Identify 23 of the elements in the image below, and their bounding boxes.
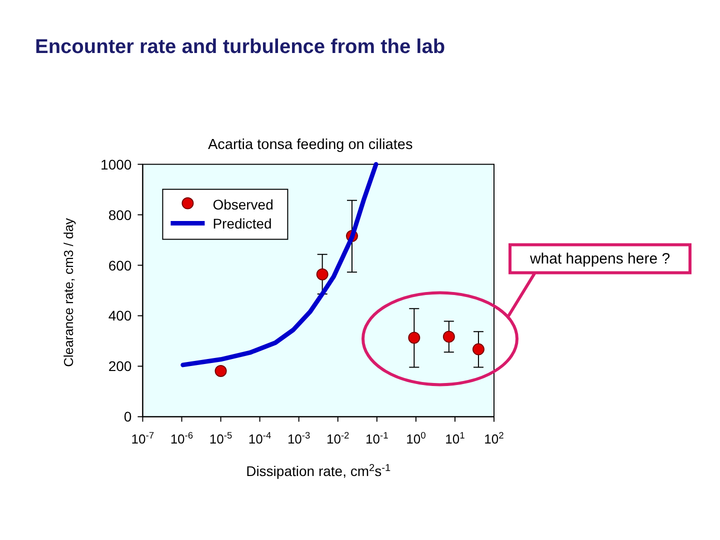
text: what happens here ? (528, 250, 670, 268)
x-tick-label: 10$^{-7}$ (131, 430, 154, 447)
x-tick-label: 10$^{-6}$ (170, 430, 194, 447)
x-tick-label: 10$^{-5}$ (209, 430, 232, 447)
x-tick-label: 10$^{-4}$ (248, 430, 272, 447)
y-tick-label: 200 (108, 358, 132, 374)
y-tick-label: 1000 (100, 156, 132, 172)
x-axis-title: Dissipation rate, cm$^{2}$s$^{-1}$ (246, 462, 391, 479)
x-tick-label: 10$^{0}$ (406, 430, 426, 447)
x-tick-label: 10$^{1}$ (445, 430, 465, 447)
chart-title: Encounter rate and turbulence from the lab (35, 36, 446, 58)
x-tick-label: 10$^{-1}$ (366, 430, 388, 447)
y-tick-label: 0 (124, 408, 132, 425)
x-tick-label: 10$^{-3}$ (287, 430, 310, 447)
chart-subtitle: Acartia tonsa feeding on ciliates (208, 137, 413, 153)
x-tick-label: 10$^{2}$ (484, 430, 504, 447)
y-tick-label: 400 (108, 308, 132, 324)
x-tick-label: 10$^{-2}$ (326, 430, 350, 447)
legend-label: Observed (212, 196, 274, 212)
y-tick-label: 600 (108, 257, 132, 274)
y-tick-label: 800 (108, 206, 132, 223)
y-axis-title: Clearance rate, cm3 / day (61, 218, 76, 367)
legend-label: Predicted (212, 215, 272, 232)
